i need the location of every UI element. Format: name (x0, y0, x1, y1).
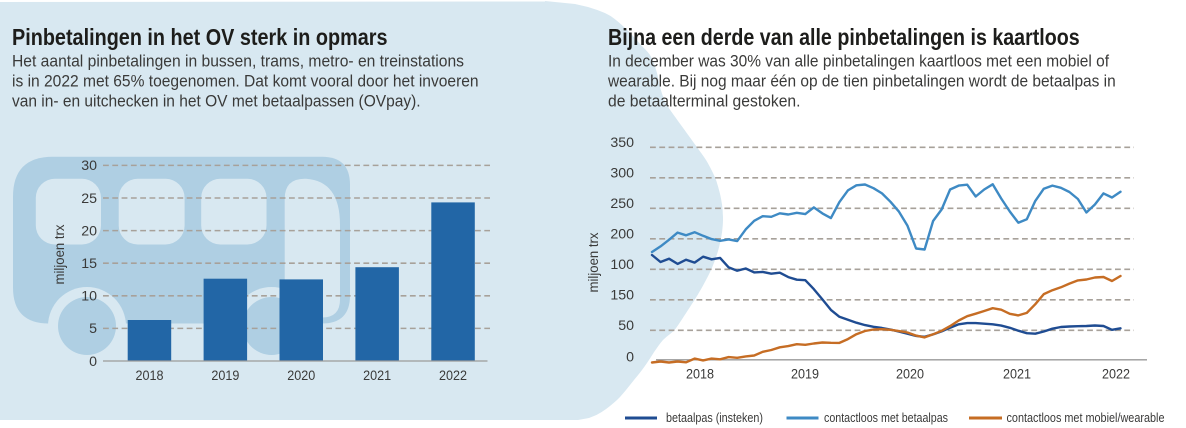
svg-text:In december was 30% van alle p: In december was 30% van alle pinbetaling… (608, 52, 1109, 71)
svg-text:is in 2022 met 65% toegenomen.: is in 2022 met 65% toegenomen. Dat komt … (12, 71, 479, 90)
svg-text:contactloos met betaalpas: contactloos met betaalpas (824, 410, 948, 425)
svg-text:2020: 2020 (896, 367, 924, 383)
svg-text:100: 100 (610, 257, 634, 273)
svg-text:2022: 2022 (1102, 367, 1130, 383)
svg-text:wearable. Bij nog maar één op: wearable. Bij nog maar één op de tien pi… (607, 71, 1116, 90)
svg-text:250: 250 (610, 196, 634, 212)
svg-text:2022: 2022 (439, 368, 467, 384)
svg-text:2018: 2018 (686, 367, 714, 383)
svg-text:Bijna een derde van alle pinbe: Bijna een derde van alle pinbetalingen i… (608, 24, 1080, 50)
svg-text:Het aantal pinbetalingen in bu: Het aantal pinbetalingen in bussen, tram… (12, 52, 464, 71)
svg-text:van in- en uitchecken in het O: van in- en uitchecken in het OV met beta… (12, 91, 421, 110)
svg-text:miljoen trx: miljoen trx (52, 224, 67, 284)
svg-text:miljoen trx: miljoen trx (586, 232, 601, 292)
svg-text:2021: 2021 (1003, 367, 1031, 383)
svg-text:350: 350 (610, 135, 634, 151)
svg-text:30: 30 (81, 158, 97, 174)
svg-text:2019: 2019 (791, 367, 819, 383)
svg-text:2018: 2018 (136, 368, 164, 384)
svg-text:25: 25 (81, 191, 97, 207)
svg-text:15: 15 (81, 256, 97, 272)
svg-text:50: 50 (618, 318, 634, 334)
svg-text:150: 150 (610, 288, 634, 304)
svg-text:2019: 2019 (211, 368, 239, 384)
svg-text:10: 10 (81, 289, 97, 305)
svg-text:contactloos met mobiel/wearabl: contactloos met mobiel/wearable (1007, 410, 1165, 425)
svg-text:0: 0 (626, 349, 634, 365)
svg-text:Pinbetalingen in het OV sterk: Pinbetalingen in het OV sterk in opmars (12, 24, 388, 50)
svg-text:2021: 2021 (363, 368, 391, 384)
svg-text:5: 5 (89, 321, 97, 337)
svg-text:300: 300 (610, 166, 634, 182)
svg-text:0: 0 (89, 354, 97, 370)
svg-text:2020: 2020 (287, 368, 315, 384)
svg-text:betaalpas (insteken): betaalpas (insteken) (666, 410, 763, 425)
svg-text:de betaalterminal gestoken.: de betaalterminal gestoken. (608, 91, 801, 110)
svg-text:20: 20 (81, 223, 97, 239)
svg-text:200: 200 (610, 227, 634, 243)
